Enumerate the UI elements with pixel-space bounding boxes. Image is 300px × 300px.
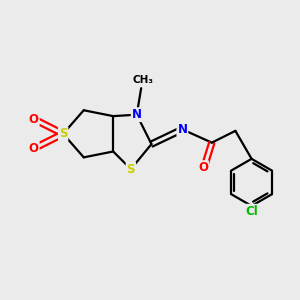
Text: N: N: [177, 123, 188, 136]
Text: O: O: [29, 142, 39, 155]
Text: Cl: Cl: [245, 205, 258, 218]
Text: O: O: [198, 161, 208, 174]
Text: S: S: [127, 163, 135, 176]
Text: N: N: [132, 108, 142, 121]
Text: CH₃: CH₃: [132, 75, 153, 85]
Text: O: O: [29, 112, 39, 126]
Text: S: S: [59, 127, 68, 140]
